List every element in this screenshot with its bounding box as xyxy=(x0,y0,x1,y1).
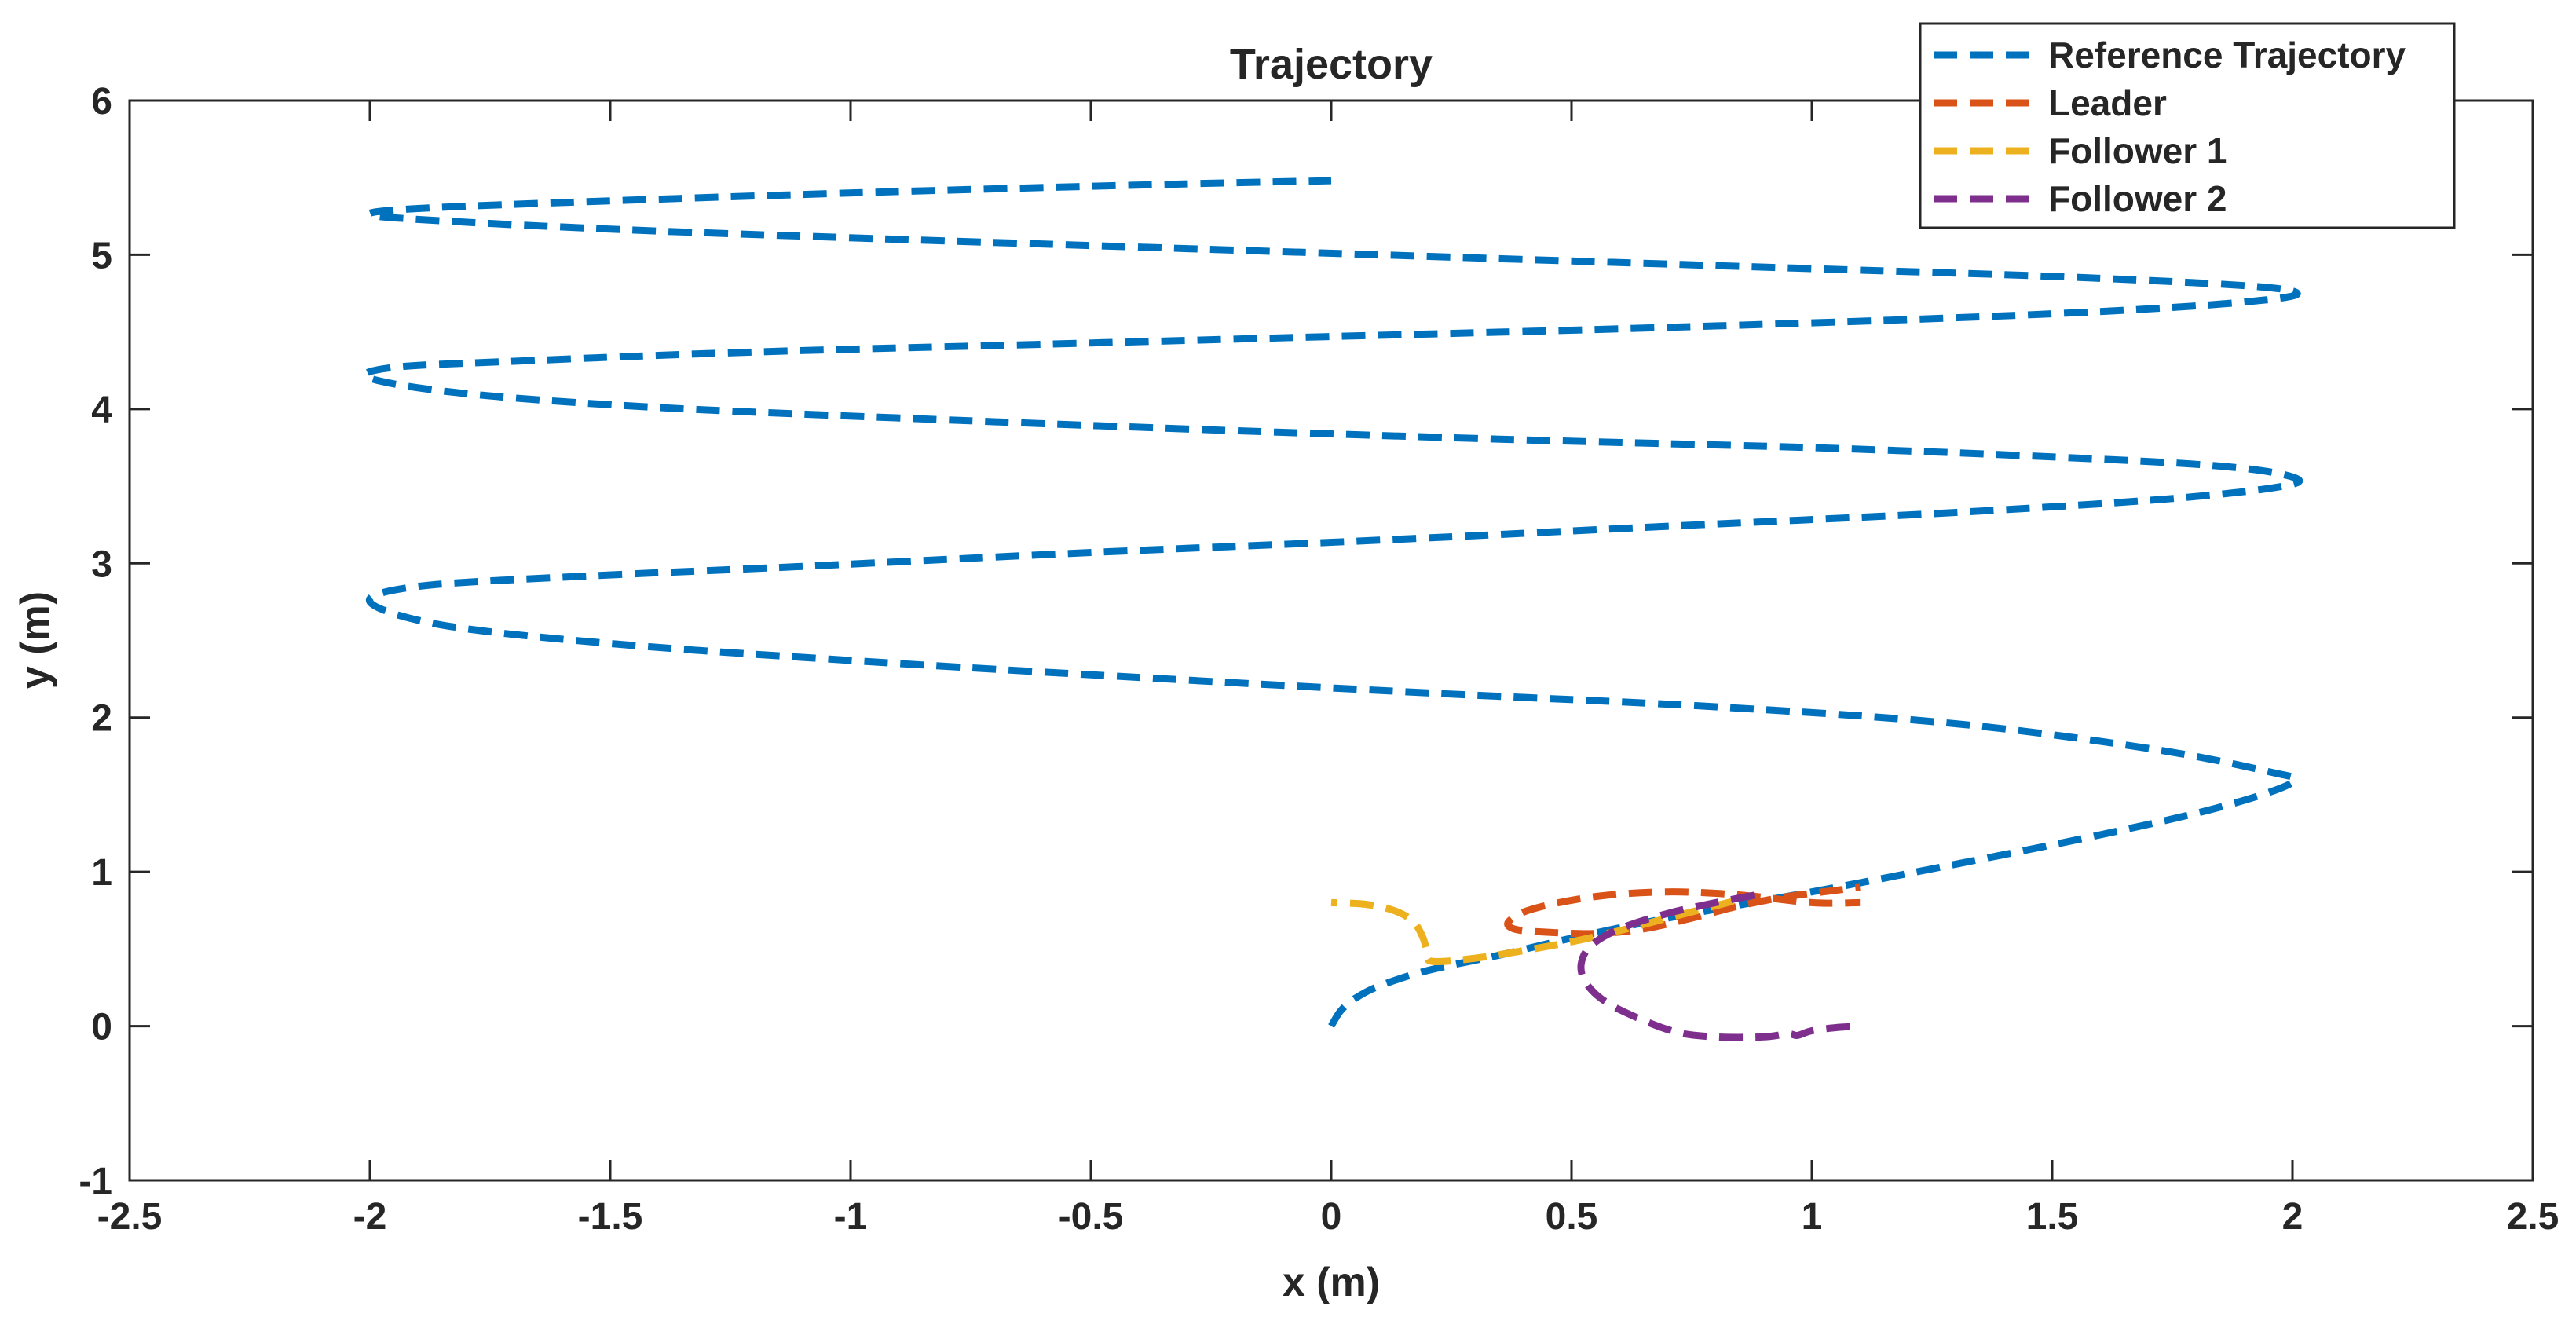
legend-label-follower-1: Follower 1 xyxy=(2048,130,2227,171)
legend: Reference Trajectory Leader Follower 1 Foll… xyxy=(1919,22,2456,229)
y-tick-label: 0 xyxy=(91,1007,112,1048)
x-tick-label: -2 xyxy=(353,1196,387,1238)
chart-title: Trajectory xyxy=(1230,41,1433,88)
x-tick-label: 2.5 xyxy=(2507,1196,2560,1238)
y-axis-tick-labels: -1 0 1 2 3 4 5 6 xyxy=(79,81,112,1202)
x-tick-label: 0.5 xyxy=(1546,1196,1598,1238)
series-layer xyxy=(361,177,2303,1041)
y-tick-label: 2 xyxy=(91,698,112,740)
x-tick-label: -1.5 xyxy=(578,1196,643,1238)
x-tick-label: 0 xyxy=(1321,1196,1342,1238)
series-line-follower-2 xyxy=(1577,890,1861,1041)
x-axis-tick-labels: -2.5 -2 -1.5 -1 -0.5 0 0.5 1 1.5 2 2.5 xyxy=(97,1196,2560,1238)
y-tick-label: 1 xyxy=(91,852,112,894)
x-tick-label: -2.5 xyxy=(97,1196,163,1238)
y-tick-label: 6 xyxy=(91,81,112,123)
axis-ticks xyxy=(128,99,2534,1182)
series-line-follower-1 xyxy=(1330,896,1741,965)
y-axis-label: y (m) xyxy=(13,591,58,689)
legend-label-reference-trajectory: Reference Trajectory xyxy=(2048,35,2406,75)
legend-label-follower-2: Follower 2 xyxy=(2048,178,2227,219)
x-tick-label: -0.5 xyxy=(1059,1196,1124,1238)
y-tick-label: 5 xyxy=(91,235,112,276)
x-tick-label: -1 xyxy=(834,1196,868,1238)
series-line-reference-trajectory xyxy=(361,177,2303,1028)
series-line-leader xyxy=(1504,883,1861,938)
y-tick-label: 3 xyxy=(91,543,112,585)
x-tick-label: 1 xyxy=(1802,1196,1823,1238)
legend-label-leader: Leader xyxy=(2048,82,2167,123)
x-axis-label: x (m) xyxy=(1283,1260,1380,1305)
legend-entries: Reference Trajectory Leader Follower 1 Foll… xyxy=(1934,35,2406,219)
x-tick-label: 1.5 xyxy=(2026,1196,2079,1238)
y-tick-label: -1 xyxy=(79,1161,112,1202)
x-tick-label: 2 xyxy=(2282,1196,2303,1238)
y-tick-label: 4 xyxy=(91,390,112,431)
